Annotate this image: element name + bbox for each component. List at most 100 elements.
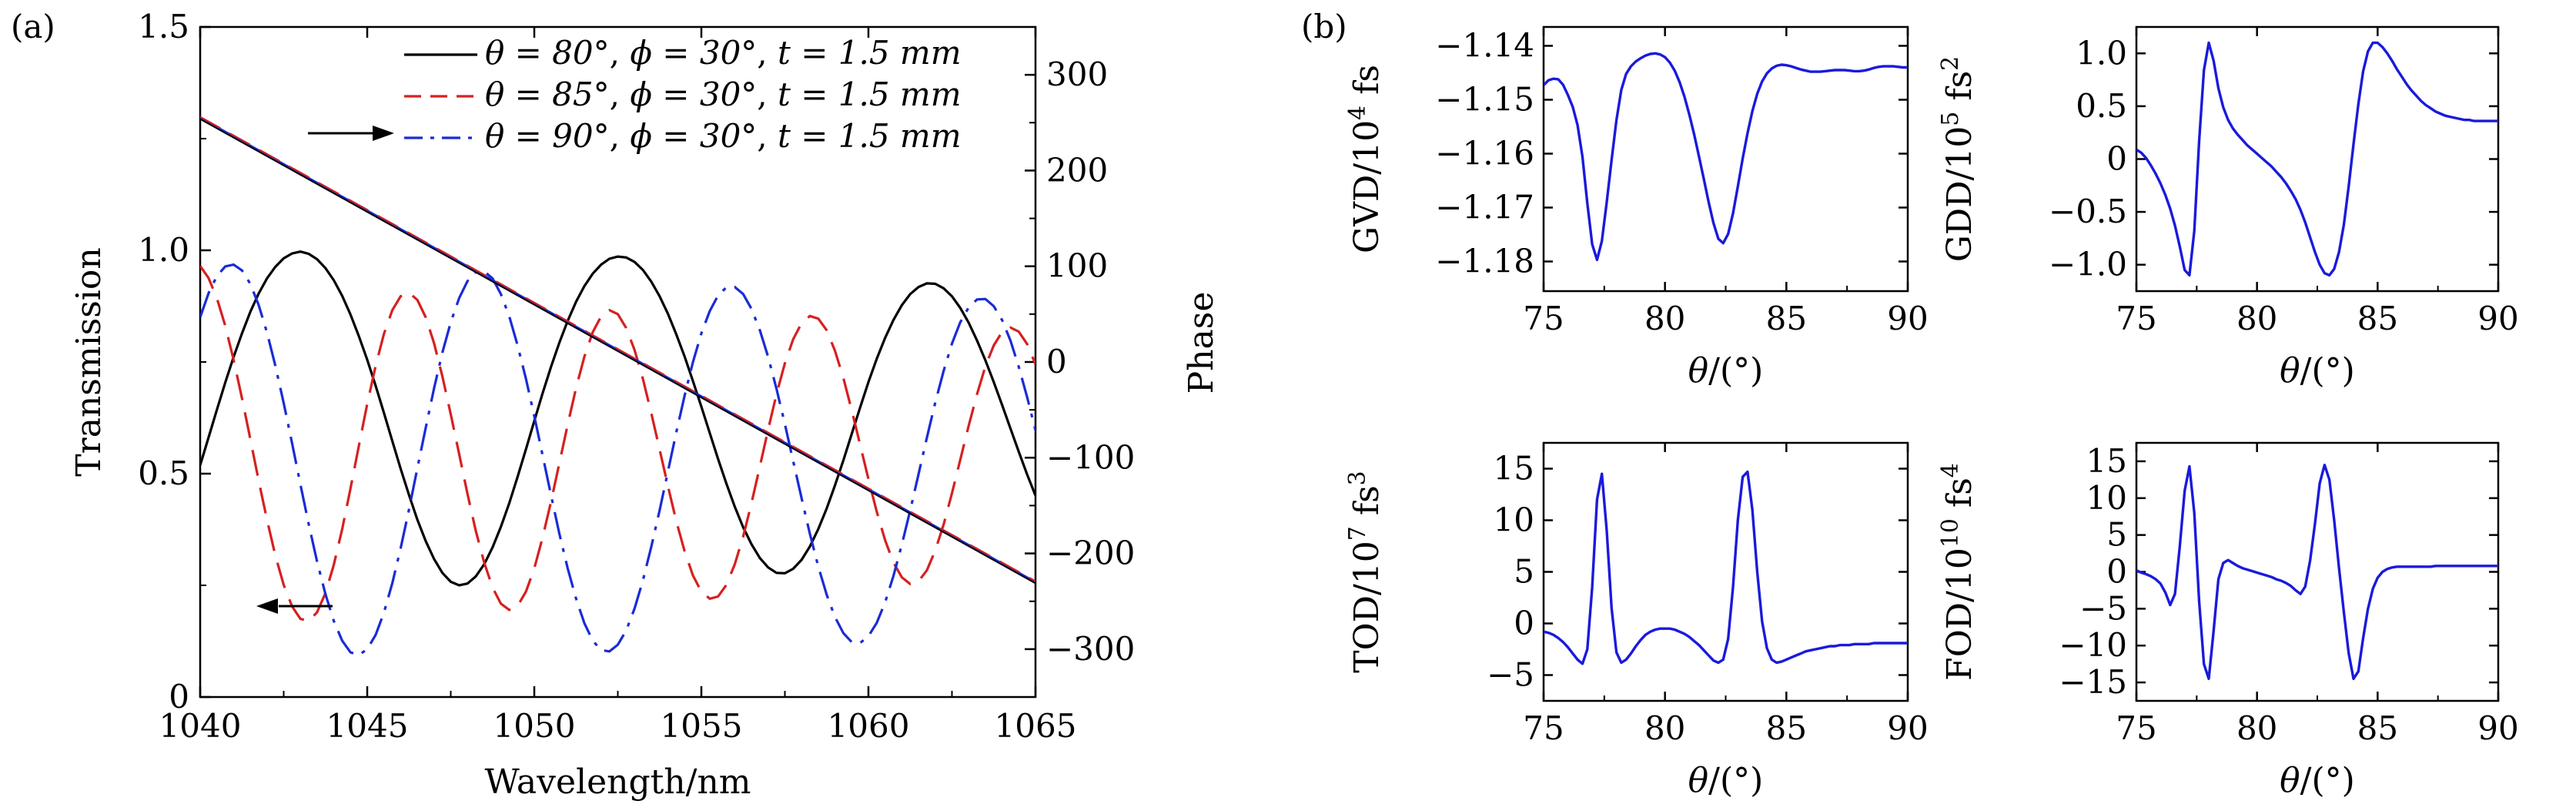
- phase-overlap-line: [200, 116, 1035, 582]
- y-tick-label-b1: −1.16: [1435, 135, 1534, 173]
- y-tick-label-b4: 5: [2106, 516, 2127, 554]
- panel-b2: 75 80 85 90 1.0 0.5 0 −0.5 −1.0 θ/(°) GDD/105 fs2: [1937, 25, 2519, 390]
- series-b1-0: [1544, 52, 1908, 262]
- y-axis-label-b4-part: fs: [1940, 478, 1979, 518]
- x-tick-label-b3: 75: [1523, 709, 1564, 747]
- y-tick-label-b2: 0: [2106, 140, 2127, 178]
- y-tick-label-b4: −10: [2059, 626, 2127, 664]
- y-axis-label-b3: TOD/107 fs3: [1344, 471, 1387, 672]
- panel-b3: 75 80 85 90 15 10 5 0 −5 θ/(°) TOD/107 fs3: [1344, 441, 1929, 800]
- plot-frame-b3: [1542, 441, 1909, 702]
- x-tick-label-b3: 80: [1644, 709, 1685, 747]
- y-tick-label-b4: 0: [2106, 553, 2127, 591]
- y-axis-label-b3-part: 3: [1344, 471, 1371, 485]
- legend-label-part: t = 1.5 mm: [778, 34, 962, 72]
- x-tick-label-a: 1045: [326, 707, 409, 745]
- y-axis-label-b1: GVD/104 fs: [1344, 65, 1387, 253]
- series-a-1: [200, 265, 1035, 623]
- x-tick-label-b1: 80: [1644, 300, 1685, 337]
- y2-tick-label-a: −200: [1046, 535, 1135, 572]
- y-tick-label-b1: −1.17: [1435, 189, 1534, 226]
- y-axis-label-b2-part: GDD/10: [1940, 126, 1979, 263]
- y-tick-label-b4: 10: [2086, 479, 2127, 517]
- series-b4-0: [2136, 464, 2498, 680]
- legend-label-part: ,: [757, 34, 778, 72]
- y-tick-label-a: 0.5: [138, 454, 189, 492]
- y-tick-label-b4: −5: [2079, 589, 2127, 627]
- panel-label-a: (a): [11, 8, 55, 45]
- x-tick-label-b4: 80: [2236, 709, 2277, 747]
- y-tick-label-a: 1.0: [138, 231, 189, 269]
- x-tick-label-a: 1060: [828, 707, 910, 745]
- legend-label-part: θ = 80°: [485, 34, 610, 72]
- y-tick-label-b1: −1.15: [1435, 81, 1534, 119]
- x-axis-label-b1: θ/(°): [1688, 351, 1764, 390]
- phase-overlap-line: [200, 118, 1035, 585]
- y-tick-label-b1: −1.14: [1435, 27, 1534, 65]
- x-axis-label-b2-part: /(°): [2300, 351, 2355, 390]
- series-a-0: [200, 250, 1035, 587]
- x-tick-label-b4: 85: [2357, 709, 2398, 747]
- y-axis-label-b2-part: 5: [1937, 112, 1964, 126]
- panel-label-b: (b): [1301, 8, 1347, 45]
- y-axis-label-b2: GDD/105 fs2: [1937, 56, 1980, 262]
- y2-tick-label-a: 300: [1046, 55, 1108, 93]
- y-tick-label-a: 0: [169, 678, 189, 715]
- y-tick-label-b2: −0.5: [2049, 193, 2127, 230]
- x-axis-label-b4: θ/(°): [2280, 761, 2355, 800]
- x-axis-label-b1-part: /(°): [1708, 351, 1763, 390]
- legend-label-part: ,: [757, 75, 778, 113]
- x-tick-label-b2: 80: [2236, 300, 2277, 337]
- y-axis-label-b2-part: 2: [1937, 56, 1964, 71]
- x-axis-label-b3: θ/(°): [1688, 761, 1764, 800]
- legend-label-part: t = 1.5 mm: [778, 75, 962, 113]
- x-axis-label-b2: θ/(°): [2280, 351, 2355, 390]
- y-axis-label-b4-part: 10: [1937, 518, 1964, 548]
- y-tick-label-b3: −5: [1487, 656, 1534, 694]
- legend-label-part: t = 1.5 mm: [778, 117, 962, 155]
- y-tick-label-b2: −1.0: [2049, 246, 2127, 283]
- y2-tick-label-a: 0: [1046, 343, 1067, 380]
- x-tick-label-a: 1040: [159, 707, 242, 745]
- legend-label-a: θ = 90°, ϕ = 30°, t = 1.5 mm: [485, 117, 962, 155]
- x-tick-label-a: 1050: [493, 707, 576, 745]
- y-axis-label-b1-part: 4: [1344, 106, 1371, 120]
- x-tick-label-b4: 75: [2116, 709, 2156, 747]
- y-tick-label-b3: 15: [1494, 450, 1534, 488]
- y-axis-label-b4-part: FOD/10: [1940, 548, 1979, 681]
- y-axis-label-b4: FOD/1010 fs4: [1937, 463, 1980, 681]
- y2-tick-label-a: −100: [1046, 438, 1135, 476]
- x-tick-label-b2: 75: [2116, 300, 2156, 337]
- x-tick-label-b2: 90: [2477, 300, 2518, 337]
- legend-label-part: ,: [610, 34, 631, 72]
- x-tick-label-b4: 90: [2477, 709, 2518, 747]
- y-axis-label-b3-part: fs: [1347, 485, 1387, 526]
- x-tick-label-b3: 90: [1887, 709, 1928, 747]
- y-tick-label-a: 1.5: [138, 8, 189, 45]
- x-tick-label-b1: 75: [1523, 300, 1564, 337]
- x-tick-label-b3: 85: [1766, 709, 1807, 747]
- legend-label-a: θ = 80°, ϕ = 30°, t = 1.5 mm: [485, 34, 962, 72]
- y2-tick-label-a: 100: [1046, 247, 1108, 285]
- x-tick-label-a: 1055: [661, 707, 743, 745]
- x-axis-label-b3-part: /(°): [1708, 761, 1763, 800]
- y-tick-label-b2: 0.5: [2076, 87, 2127, 125]
- legend-label-a: θ = 85°, ϕ = 30°, t = 1.5 mm: [485, 75, 962, 113]
- y2-axis-label-a: Phase: [1182, 292, 1221, 394]
- y-axis-label-a: Transmission: [69, 247, 109, 476]
- y-tick-label-b2: 1.0: [2076, 34, 2127, 72]
- series-b2-0: [2136, 41, 2498, 277]
- legend-label-part: ,: [757, 117, 778, 155]
- x-axis-label-b3-part: θ: [1688, 761, 1709, 800]
- y-tick-label-b3: 10: [1494, 501, 1534, 539]
- y-tick-label-b1: −1.18: [1435, 243, 1534, 280]
- y2-tick-label-a: 200: [1046, 151, 1108, 189]
- arrow-right-head: [373, 126, 394, 141]
- y-tick-label-b3: 5: [1514, 553, 1534, 591]
- legend-label-part: θ = 85°: [485, 75, 610, 113]
- x-axis-label-a: Wavelength/nm: [484, 762, 751, 802]
- panel-b1: 75 80 85 90 −1.14 −1.15 −1.16 −1.17 −1.18 (b) θ/(°…: [1301, 8, 1929, 390]
- y-axis-label-b2-part: fs: [1940, 71, 1979, 112]
